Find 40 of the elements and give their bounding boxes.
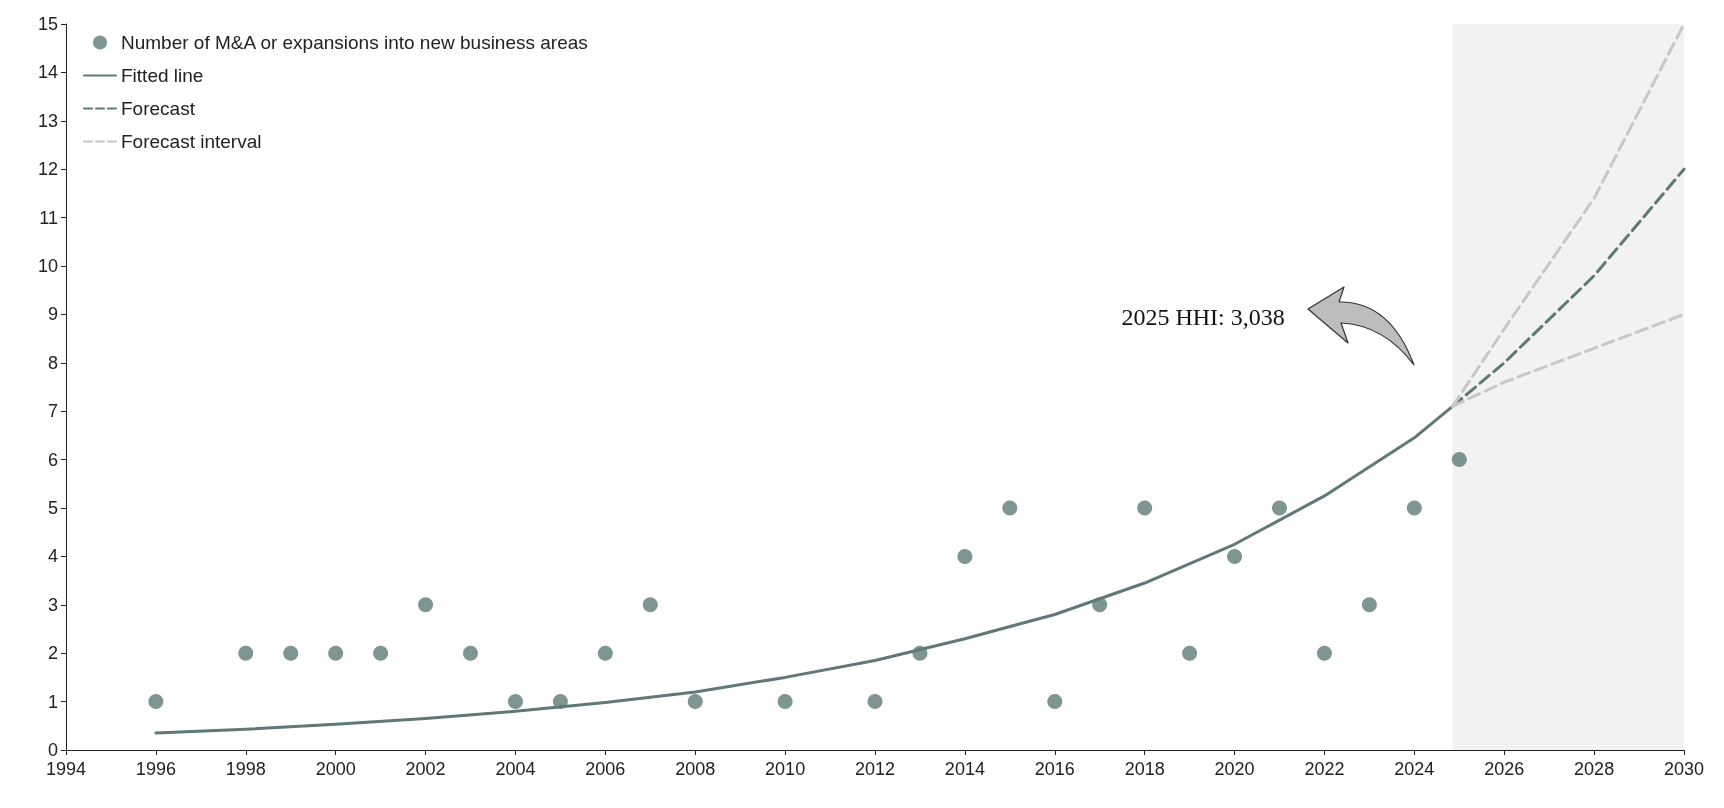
x-tick-label: 2006: [585, 759, 626, 779]
x-tick-label: 2008: [675, 759, 716, 779]
x-tick-label: 2020: [1214, 759, 1255, 779]
x-tick-label: 2024: [1394, 759, 1435, 779]
y-tick-label: 10: [37, 256, 58, 276]
x-tick-label: 2014: [944, 759, 985, 779]
legend-label: Forecast: [121, 98, 196, 119]
y-tick-label: 15: [37, 14, 58, 34]
legend-label: Forecast interval: [121, 131, 262, 152]
x-tick-label: 2026: [1484, 759, 1525, 779]
y-tick-label: 7: [47, 401, 58, 422]
x-tick-label: 1994: [45, 759, 87, 779]
x-tick-label: 2028: [1574, 759, 1615, 779]
legend-label: Fitted line: [121, 65, 204, 86]
x-tick-label: 2012: [854, 759, 896, 779]
y-tick-label: 9: [47, 304, 58, 325]
x-tick-label: 1998: [225, 759, 266, 779]
x-tick-label: 2010: [765, 759, 806, 779]
x-tick-label: 2018: [1124, 759, 1165, 779]
y-tick-label: 5: [47, 498, 58, 518]
y-tick-label: 0: [47, 740, 58, 760]
y-tick-label: 6: [47, 449, 58, 470]
y-tick-label: 3: [47, 594, 58, 615]
y-tick-label: 12: [37, 159, 58, 180]
x-tick-label: 2016: [1034, 759, 1075, 779]
y-tick-label: 8: [47, 352, 58, 373]
x-tick-label: 1996: [135, 759, 176, 779]
x-tick-label: 2022: [1304, 759, 1345, 779]
annotation: 2025 HHI: 3,038: [1121, 303, 1285, 330]
legend-label: Number of M&A or expansions into new business areas: [121, 32, 588, 53]
y-tick-label: 11: [39, 207, 58, 228]
y-tick-label: 14: [37, 62, 58, 83]
x-tick-label: 2000: [315, 759, 356, 779]
x-tick-label: 2004: [495, 759, 536, 779]
x-tick-label: 2002: [405, 759, 446, 779]
x-tick-label: 2030: [1663, 759, 1705, 779]
y-tick-label: 1: [47, 691, 58, 712]
y-tick-label: 2: [47, 643, 58, 664]
y-tick-label: 13: [37, 110, 58, 131]
y-tick-label: 4: [47, 546, 58, 567]
